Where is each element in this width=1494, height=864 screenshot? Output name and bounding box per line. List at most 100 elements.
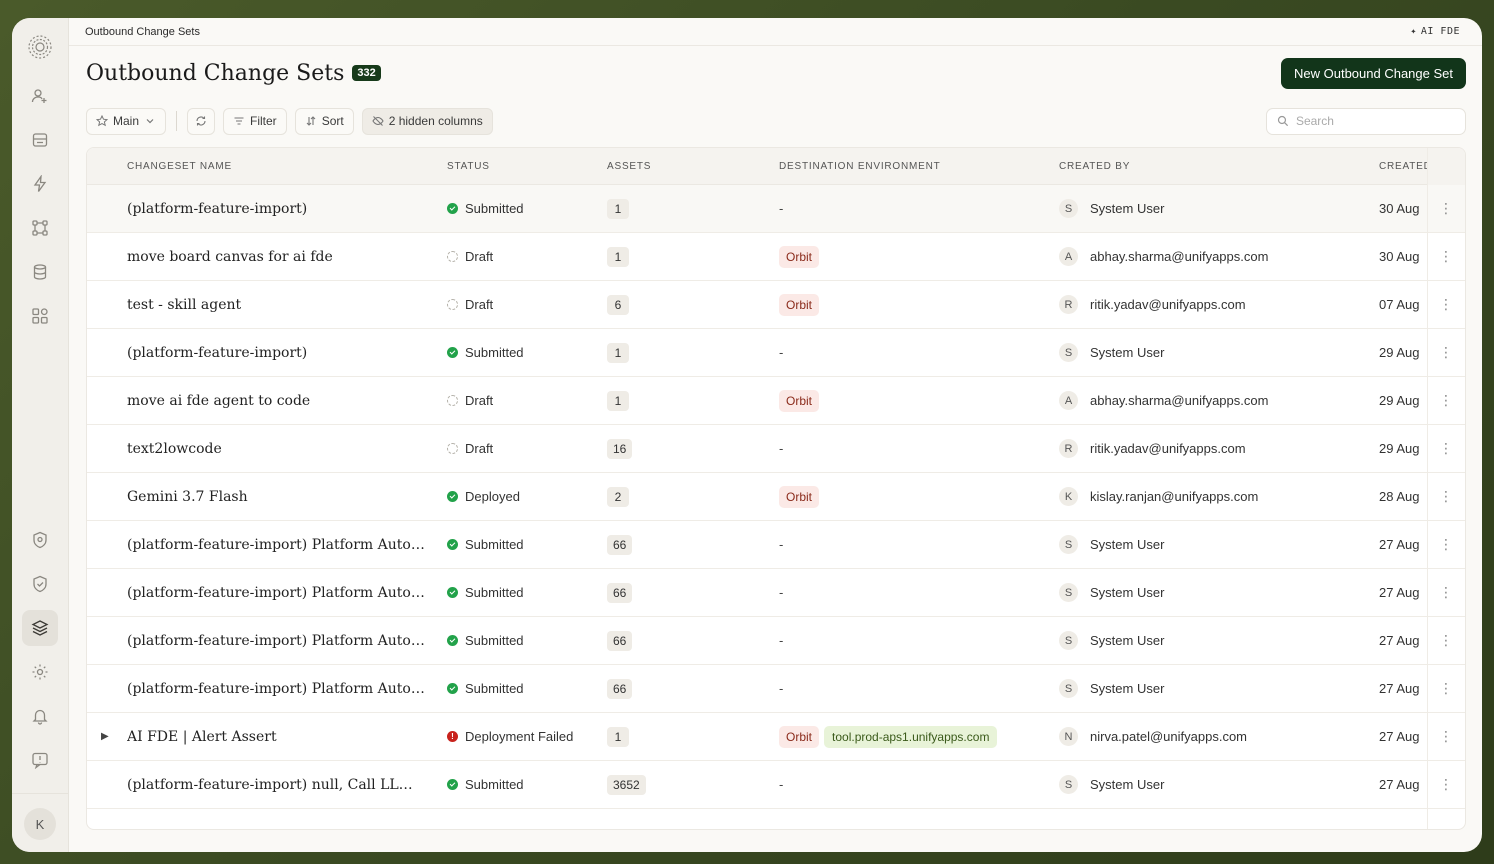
more-options-icon[interactable]: ⋮ xyxy=(1439,200,1453,216)
refresh-button[interactable] xyxy=(187,107,216,135)
filter-label: Filter xyxy=(250,114,277,128)
created-by-name: abhay.sharma@unifyapps.com xyxy=(1090,393,1269,408)
table-row[interactable]: (platform-feature-import) null, Call LLM… xyxy=(87,761,1465,809)
table-row[interactable]: (platform-feature-import) Platform Autom… xyxy=(87,569,1465,617)
status-label: Draft xyxy=(465,249,494,264)
more-options-icon[interactable]: ⋮ xyxy=(1439,488,1453,504)
more-options-icon[interactable]: ⋮ xyxy=(1439,248,1453,264)
created-date: 29 Aug xyxy=(1379,345,1420,360)
feedback-icon[interactable] xyxy=(22,742,58,778)
column-header-destination[interactable]: DESTINATION ENVIRONMENT xyxy=(779,160,941,172)
changeset-name[interactable]: (platform-feature-import) xyxy=(127,200,308,217)
layers-icon[interactable] xyxy=(22,610,58,646)
shield-check-icon[interactable] xyxy=(22,566,58,602)
new-outbound-change-set-button[interactable]: New Outbound Change Set xyxy=(1281,57,1466,89)
column-header-status[interactable]: STATUS xyxy=(447,160,490,172)
more-options-icon[interactable]: ⋮ xyxy=(1439,776,1453,792)
logo[interactable] xyxy=(25,32,55,62)
actions-column-divider xyxy=(1427,148,1428,829)
expand-row-icon[interactable]: ▶ xyxy=(101,731,109,742)
more-options-icon[interactable]: ⋮ xyxy=(1439,680,1453,696)
created-by-name: System User xyxy=(1090,537,1165,552)
more-options-icon[interactable]: ⋮ xyxy=(1439,536,1453,552)
table-row[interactable]: (platform-feature-import) Platform Autom… xyxy=(87,665,1465,713)
more-options-icon[interactable]: ⋮ xyxy=(1439,296,1453,312)
changeset-name[interactable]: (platform-feature-import) null, Call LLM… xyxy=(127,776,427,793)
created-date: 27 Aug xyxy=(1379,585,1420,600)
breadcrumb[interactable]: Outbound Change Sets xyxy=(85,25,200,38)
status-label: Draft xyxy=(465,297,494,312)
table-row[interactable]: ▶ AI FDE | Alert Assert Deployment Failed 1… xyxy=(87,713,1465,761)
status-label: Deployment Failed xyxy=(465,729,574,744)
changesets-table: CHANGESET NAME STATUS ASSETS DESTINATION… xyxy=(86,147,1466,830)
changeset-name[interactable]: Gemini 3.7 Flash xyxy=(127,488,248,505)
workflow-nav-icon[interactable] xyxy=(22,210,58,246)
more-options-icon[interactable]: ⋮ xyxy=(1439,440,1453,456)
more-options-icon[interactable]: ⋮ xyxy=(1439,344,1453,360)
table-body: (platform-feature-import) Submitted 1 - S Sys… xyxy=(87,185,1465,829)
title-bar: Outbound Change Sets 332 New Outbound Ch… xyxy=(86,56,1466,90)
ai-fde-button[interactable]: ✦ AI FDE xyxy=(1410,26,1460,37)
created-by-name: abhay.sharma@unifyapps.com xyxy=(1090,249,1269,264)
table-row[interactable]: (platform-feature-import) Submitted 1 - S Sys… xyxy=(87,329,1465,377)
hidden-columns-button[interactable]: 2 hidden columns xyxy=(361,107,493,135)
inbox-nav-icon[interactable] xyxy=(22,122,58,158)
changeset-name[interactable]: (platform-feature-import) Platform Autom… xyxy=(127,536,427,553)
assets-count: 2 xyxy=(607,486,629,507)
sort-button[interactable]: Sort xyxy=(294,107,354,135)
destination-cell: - xyxy=(779,201,783,216)
status-ok-icon xyxy=(447,635,458,646)
users-nav-icon[interactable] xyxy=(22,78,58,114)
status-cell: Submitted xyxy=(447,201,524,216)
more-options-icon[interactable]: ⋮ xyxy=(1439,632,1453,648)
destination-tag: Orbit xyxy=(779,725,820,748)
table-row[interactable]: (platform-feature-import) Submitted 1 - S Sys… xyxy=(87,185,1465,233)
changeset-name[interactable]: AI FDE | Alert Assert xyxy=(127,728,277,745)
changeset-name[interactable]: move ai fde agent to code xyxy=(127,392,311,409)
more-options-icon[interactable]: ⋮ xyxy=(1439,584,1453,600)
table-row[interactable]: (platform-feature-import) Platform Autom… xyxy=(87,617,1465,665)
destination-cell: - xyxy=(779,633,783,648)
column-header-name[interactable]: CHANGESET NAME xyxy=(127,160,232,172)
more-options-icon[interactable]: ⋮ xyxy=(1439,728,1453,744)
apps-nav-icon[interactable] xyxy=(22,298,58,334)
status-label: Submitted xyxy=(465,585,524,600)
column-header-assets[interactable]: ASSETS xyxy=(607,160,652,172)
lightning-nav-icon[interactable] xyxy=(22,166,58,202)
changeset-name[interactable]: test - skill agent xyxy=(127,296,242,313)
changeset-name[interactable]: (platform-feature-import) Platform Autom… xyxy=(127,584,427,601)
created-by-name: ritik.yadav@unifyapps.com xyxy=(1090,297,1246,312)
view-selector[interactable]: Main xyxy=(86,107,167,135)
changeset-name[interactable]: (platform-feature-import) Platform Autom… xyxy=(127,632,427,649)
search-box[interactable] xyxy=(1266,107,1466,135)
assets-count: 66 xyxy=(607,534,633,555)
table-row[interactable]: (platform-feature-import) Platform Autom… xyxy=(87,521,1465,569)
changeset-name[interactable]: (platform-feature-import) xyxy=(127,344,308,361)
status-cell: Submitted xyxy=(447,585,524,600)
hidden-columns-label: 2 hidden columns xyxy=(388,114,483,128)
assets-count: 66 xyxy=(607,582,633,603)
changeset-name[interactable]: move board canvas for ai fde xyxy=(127,248,333,265)
shield-icon[interactable] xyxy=(22,522,58,558)
changeset-name[interactable]: (platform-feature-import) Platform Autom… xyxy=(127,680,427,697)
more-options-icon[interactable]: ⋮ xyxy=(1439,392,1453,408)
changeset-name[interactable]: text2lowcode xyxy=(127,440,222,457)
created-date: 30 Aug xyxy=(1379,249,1420,264)
status-label: Submitted xyxy=(465,201,524,216)
column-header-created[interactable]: CREATED xyxy=(1379,160,1427,172)
created-date: 29 Aug xyxy=(1379,393,1420,408)
gear-icon[interactable] xyxy=(22,654,58,690)
user-avatar[interactable]: K xyxy=(24,808,56,840)
table-row[interactable]: move board canvas for ai fde Draft 1 Orbit A… xyxy=(87,233,1465,281)
column-header-created-by[interactable]: CREATED BY xyxy=(1059,160,1131,172)
filter-button[interactable]: Filter xyxy=(223,107,287,135)
status-draft-icon xyxy=(447,443,458,454)
search-input[interactable] xyxy=(1295,114,1455,128)
bell-icon[interactable] xyxy=(22,698,58,734)
database-nav-icon[interactable] xyxy=(22,254,58,290)
